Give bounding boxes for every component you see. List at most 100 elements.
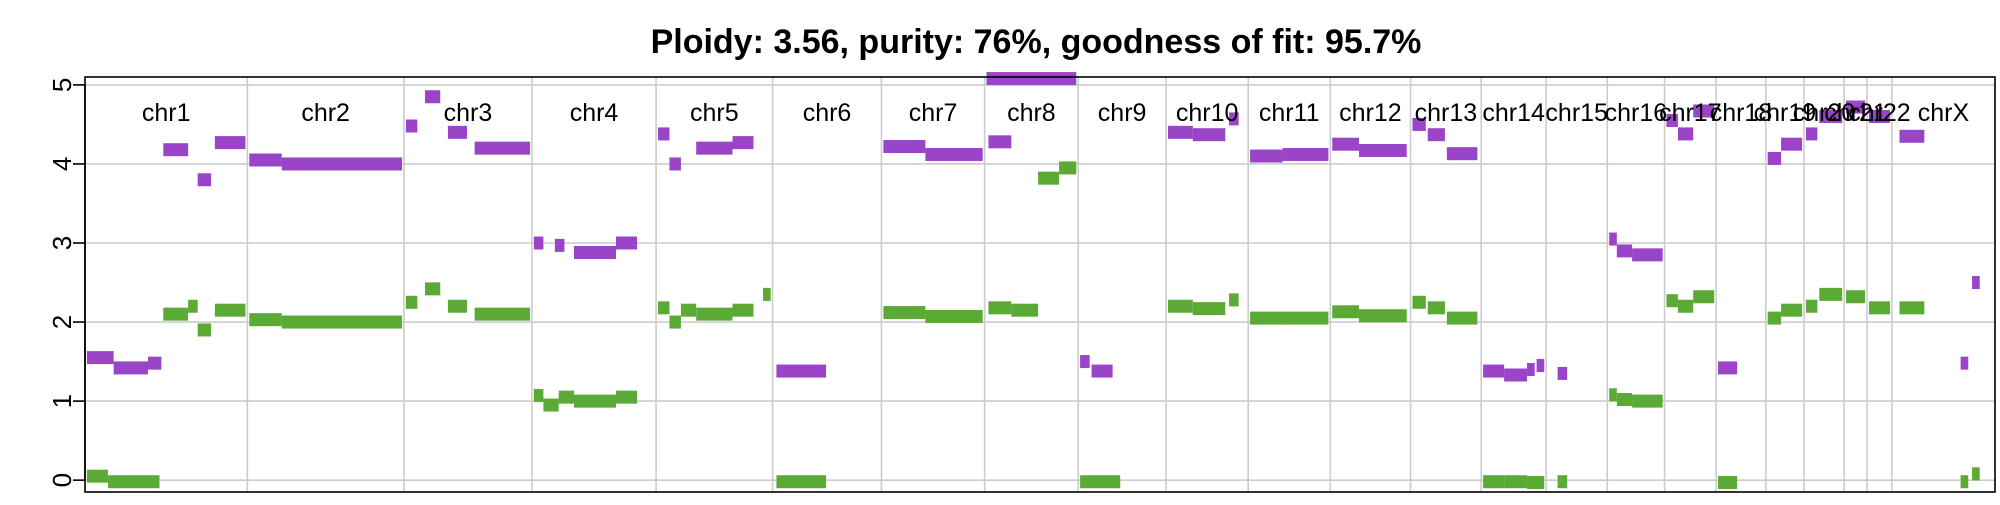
minor-segment <box>669 315 681 329</box>
major-segment <box>1632 248 1663 262</box>
major-segment <box>1805 127 1818 141</box>
minor-segment <box>533 389 544 403</box>
minor-segment <box>696 307 733 321</box>
minor-segment <box>1358 309 1407 323</box>
major-segment <box>669 157 681 171</box>
major-segment <box>696 141 733 155</box>
major-segment <box>732 136 754 150</box>
chart-title: Ploidy: 3.56, purity: 76%, goodness of f… <box>651 23 1422 61</box>
chromosome-label: chr13 <box>1415 99 1478 127</box>
minor-segment <box>1846 290 1866 304</box>
minor-segment <box>988 301 1012 315</box>
minor-segment <box>1059 161 1077 175</box>
major-segment <box>113 361 149 375</box>
major-segment <box>1504 368 1528 382</box>
major-segment <box>1677 127 1694 141</box>
major-segment <box>615 236 637 250</box>
major-segment <box>1846 100 1866 114</box>
chromosome-label: chr9 <box>1098 99 1147 127</box>
chromosome-label: chr15 <box>1545 99 1608 127</box>
major-segment <box>1819 110 1843 124</box>
minor-segment <box>1527 476 1545 490</box>
minor-segment <box>1427 301 1445 315</box>
major-segment <box>447 125 467 139</box>
y-tick-label: 5 <box>47 78 77 92</box>
minor-segment <box>543 398 559 412</box>
minor-segment <box>1616 393 1633 407</box>
chromosome-label: chr8 <box>1007 99 1056 127</box>
minor-segment <box>447 299 467 313</box>
minor-segment <box>1229 293 1239 307</box>
chromosome-label: chr4 <box>570 99 619 127</box>
minor-segment <box>1483 475 1505 489</box>
major-segment <box>281 157 403 171</box>
minor-segment <box>1805 299 1818 313</box>
major-segment <box>249 153 282 167</box>
minor-segment <box>249 313 282 327</box>
y-tick-label: 4 <box>47 157 77 171</box>
minor-segment <box>1972 467 1980 481</box>
y-tick-label: 0 <box>47 473 77 487</box>
major-segment <box>1282 147 1329 161</box>
major-segment <box>1899 129 1925 143</box>
major-segment <box>1557 366 1568 380</box>
major-segment <box>163 143 189 157</box>
major-segment <box>1666 113 1678 127</box>
major-segment <box>86 351 114 365</box>
minor-segment <box>214 303 246 317</box>
minor-segment <box>1960 475 1969 489</box>
minor-segment <box>658 301 670 315</box>
minor-segment <box>107 475 160 489</box>
chromosome-label: chrX <box>1918 99 1970 127</box>
major-segment <box>1091 364 1113 378</box>
y-tick-label: 3 <box>47 236 77 250</box>
chromosome-label: chr19 <box>1754 99 1817 127</box>
major-segment <box>1536 359 1545 373</box>
major-segment <box>197 173 212 187</box>
y-tick-label: 1 <box>47 394 77 408</box>
plot-frame <box>84 76 1996 493</box>
minor-segment <box>1677 299 1694 313</box>
chromosome-label: chr5 <box>690 99 739 127</box>
major-segment <box>533 236 544 250</box>
major-segment <box>1527 362 1535 376</box>
minor-segment <box>197 323 212 337</box>
major-segment <box>1609 232 1617 246</box>
minor-segment <box>188 299 198 313</box>
minor-segment <box>1666 294 1678 308</box>
minor-segment <box>1250 311 1283 325</box>
chromosome-label: chr1 <box>142 99 191 127</box>
chromosome-label: chr11 <box>1259 99 1320 127</box>
major-segment <box>1693 104 1715 118</box>
minor-segment <box>1504 475 1528 489</box>
major-segment <box>214 136 246 150</box>
minor-segment <box>680 303 697 317</box>
minor-segment <box>1767 311 1782 325</box>
minor-segment <box>1192 302 1226 316</box>
major-segment <box>1446 147 1478 161</box>
major-segment <box>776 364 827 378</box>
chromosome-label: chr6 <box>803 99 852 127</box>
chromosome-label: chr17 <box>1659 99 1722 127</box>
major-segment <box>474 141 531 155</box>
minor-segment <box>86 469 108 483</box>
major-segment <box>925 147 983 161</box>
minor-segment <box>474 307 531 321</box>
minor-segment <box>1332 305 1359 319</box>
chromosome-label: chr10 <box>1176 99 1239 127</box>
major-segment <box>573 245 616 259</box>
minor-segment <box>1718 476 1738 490</box>
major-segment <box>1972 276 1980 290</box>
minor-segment <box>615 390 637 404</box>
major-segment <box>1781 137 1803 151</box>
minor-segment <box>763 287 771 301</box>
chromosome-label: chr2 <box>301 99 350 127</box>
major-segment <box>424 90 441 104</box>
grid-layer <box>85 77 1995 492</box>
minor-segment <box>573 394 616 408</box>
major-segment <box>1332 137 1359 151</box>
major-segment <box>1767 151 1782 165</box>
major-segment <box>148 356 162 370</box>
major-segment <box>1483 364 1505 378</box>
